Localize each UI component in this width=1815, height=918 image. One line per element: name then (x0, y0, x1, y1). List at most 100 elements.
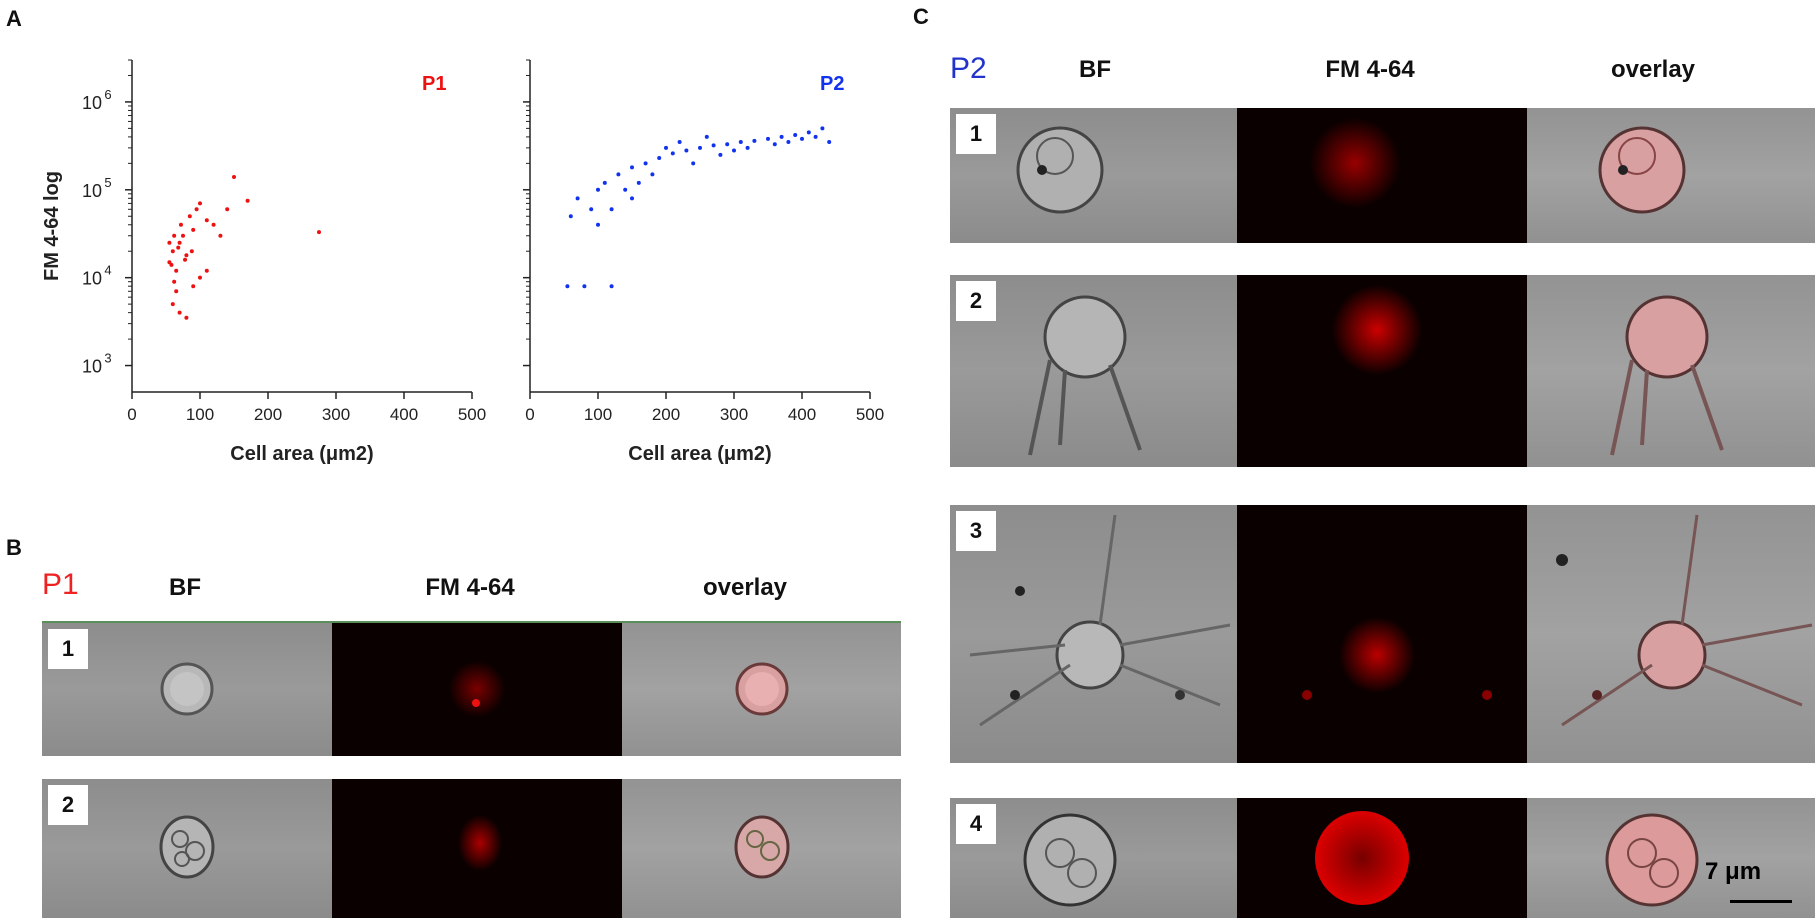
row-number: 1 (48, 629, 88, 669)
data-point (218, 233, 223, 238)
data-point (609, 207, 614, 212)
data-point (174, 268, 179, 273)
x-axis-label: Cell area (μm2) (230, 443, 373, 465)
col-header-overlay: overlay (702, 574, 788, 601)
data-point (691, 161, 696, 166)
data-point (317, 230, 321, 235)
col-header-bf: BF (169, 574, 201, 601)
data-point (178, 222, 183, 227)
data-point (596, 187, 600, 192)
col-header-fm: FM 4-64 (425, 574, 515, 601)
data-point (616, 172, 621, 177)
data-point (191, 284, 196, 289)
overlay-image (1527, 275, 1815, 467)
data-point (225, 207, 230, 212)
panel-label-b: B (6, 535, 22, 560)
data-point (827, 139, 832, 144)
row-number: 1 (956, 114, 996, 154)
data-point (177, 310, 182, 315)
panel-label-a: A (6, 6, 22, 31)
data-point (183, 257, 188, 262)
scale-bar (1730, 900, 1792, 903)
y-tick-exponent: 4 (104, 263, 111, 278)
data-point (568, 214, 573, 219)
data-point (786, 139, 791, 144)
fm-image (332, 779, 622, 918)
data-point (738, 139, 743, 144)
x-tick-label: 200 (652, 405, 680, 424)
data-point (793, 133, 798, 138)
population-label-p2: P2 (950, 52, 987, 85)
data-point (198, 275, 202, 280)
x-tick-label: 500 (458, 405, 486, 424)
data-point (565, 284, 570, 289)
image-row-p2-3: 3 (950, 505, 1815, 763)
col-header-fm: FM 4-64 (1325, 56, 1415, 83)
bf-image (950, 798, 1237, 918)
data-point (664, 145, 668, 150)
data-point (170, 249, 175, 254)
data-point (752, 138, 757, 143)
data-point (575, 196, 580, 201)
data-point (184, 253, 189, 258)
data-point (609, 284, 614, 289)
row-number: 3 (956, 511, 996, 551)
overlay-image (1527, 505, 1815, 763)
data-point (732, 148, 736, 153)
image-row-p2-2: 2 (950, 275, 1815, 467)
data-point (772, 142, 777, 147)
data-point (636, 180, 641, 185)
x-tick-label: 0 (525, 405, 534, 424)
row-number: 4 (956, 804, 996, 844)
data-point (170, 302, 175, 307)
y-tick-label: 10 (82, 93, 102, 113)
data-point (630, 196, 634, 201)
row-number: 2 (48, 785, 88, 825)
data-point (670, 151, 675, 156)
data-point (704, 134, 709, 139)
data-point (184, 315, 189, 320)
data-point (169, 262, 174, 267)
data-point (181, 233, 185, 238)
data-point (211, 222, 216, 227)
y-tick-exponent: 6 (104, 87, 111, 102)
overlay-image (622, 779, 901, 918)
y-tick-label: 10 (82, 181, 102, 201)
fm-image (1237, 798, 1527, 918)
data-point (189, 249, 194, 254)
y-tick-exponent: 3 (104, 351, 111, 366)
fm-image (332, 623, 622, 756)
data-point (172, 279, 177, 284)
x-axis-label: Cell area (μm2) (628, 443, 771, 465)
data-point (643, 161, 648, 166)
y-tick-exponent: 5 (104, 175, 111, 190)
x-tick-label: 100 (186, 405, 214, 424)
image-row-p2-4: 4 (950, 798, 1815, 918)
overlay-image (1527, 108, 1815, 243)
x-tick-label: 300 (720, 405, 748, 424)
data-point (204, 268, 209, 273)
data-point (684, 148, 689, 153)
data-point (711, 143, 716, 148)
col-header-overlay: overlay (1610, 56, 1696, 83)
x-tick-label: 300 (322, 405, 350, 424)
data-point (191, 227, 196, 232)
bf-image (42, 623, 332, 756)
data-point (745, 145, 750, 150)
x-tick-label: 500 (856, 405, 884, 424)
data-point (813, 134, 818, 139)
data-point (806, 130, 811, 135)
data-point (194, 207, 199, 212)
image-row-p1-1: 1 (42, 621, 901, 756)
data-point (187, 214, 192, 219)
data-point (177, 240, 182, 245)
data-point (172, 233, 177, 238)
y-tick-label: 10 (82, 269, 102, 289)
overlay-image (622, 623, 901, 756)
data-point (623, 187, 628, 192)
data-point (204, 218, 209, 223)
panel-label-c: C (913, 4, 929, 29)
data-point (766, 136, 770, 141)
data-point (650, 172, 655, 177)
